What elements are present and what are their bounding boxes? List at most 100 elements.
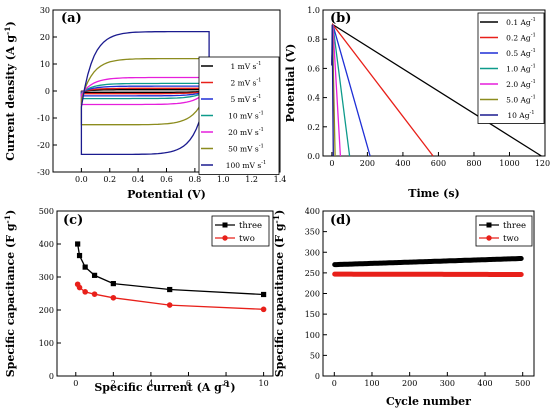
plot-frame bbox=[322, 9, 546, 157]
x-tick-label: 800 bbox=[466, 159, 481, 168]
legend-marker bbox=[486, 235, 492, 241]
y-tick-label: 200 bbox=[39, 306, 54, 315]
legend-label: 0.1 Ag-1 bbox=[506, 17, 536, 27]
cv-curve bbox=[80, 85, 210, 97]
y-tick-label: 150 bbox=[305, 310, 320, 319]
y-tick-label: -20 bbox=[37, 141, 50, 150]
x-tick-label: 4 bbox=[148, 379, 153, 388]
x-tick-label: 0 bbox=[329, 159, 334, 168]
panel-tag: (d) bbox=[330, 213, 351, 228]
y-axis-label: Specific capacitance (F g-1) bbox=[3, 210, 17, 378]
x-tick-label: 10 bbox=[259, 379, 269, 388]
data-point bbox=[82, 264, 88, 270]
legend-label: 5.0 Ag-1 bbox=[506, 95, 536, 105]
y-tick-label: 300 bbox=[39, 273, 54, 282]
data-point bbox=[75, 241, 81, 247]
panel-tag: (b) bbox=[330, 11, 351, 26]
x-tick-label: 0 bbox=[332, 379, 337, 388]
x-tick-label: 1000 bbox=[499, 159, 519, 168]
legend-label: 100 mV s-1 bbox=[226, 160, 267, 170]
y-tick-label: -10 bbox=[37, 114, 50, 123]
panel-tag: (a) bbox=[61, 11, 82, 26]
x-tick-label: 200 bbox=[402, 379, 417, 388]
cv-curve bbox=[80, 76, 210, 106]
y-tick-label: -30 bbox=[37, 168, 50, 177]
x-tick-label: 0.6 bbox=[160, 175, 173, 184]
legend-label: 20 mV s-1 bbox=[228, 127, 264, 137]
x-tick-label: 0.0 bbox=[75, 175, 88, 184]
legend-box bbox=[475, 215, 533, 247]
x-axis-label: Cycle number bbox=[386, 395, 471, 408]
y-tick-label: 20 bbox=[40, 33, 50, 42]
y-tick-label: 200 bbox=[305, 290, 320, 299]
y-tick-label: 250 bbox=[305, 269, 320, 278]
y-tick-label: 1.0 bbox=[307, 6, 320, 15]
x-tick-label: 400 bbox=[477, 379, 492, 388]
x-tick-label: 300 bbox=[440, 379, 455, 388]
legend-label: three bbox=[503, 221, 526, 231]
legend-label: 0.5 Ag-1 bbox=[506, 48, 536, 58]
data-point bbox=[91, 272, 98, 278]
y-tick-label: 400 bbox=[305, 207, 320, 216]
y-tick-label: 10 bbox=[40, 60, 50, 69]
legend-label: two bbox=[503, 234, 519, 244]
x-tick-label: 8 bbox=[223, 379, 228, 388]
x-axis-label: Time (s) bbox=[408, 187, 459, 200]
x-tick-label: 200 bbox=[360, 159, 375, 168]
plot-frame bbox=[56, 210, 274, 377]
y-tick-label: 0.6 bbox=[307, 64, 320, 73]
x-tick-label: 0.4 bbox=[132, 175, 145, 184]
data-point bbox=[261, 291, 267, 298]
y-tick-label: 0.8 bbox=[307, 35, 320, 44]
x-tick-label: 6 bbox=[186, 379, 191, 388]
legend-label: 10 Ag-1 bbox=[507, 110, 534, 120]
legend-label: 10 mV s-1 bbox=[228, 111, 264, 121]
y-tick-label: 50 bbox=[310, 351, 320, 360]
legend-marker bbox=[222, 222, 228, 228]
y-tick-label: 0 bbox=[45, 87, 50, 96]
data-point bbox=[260, 306, 267, 313]
x-axis-label: Potential (V) bbox=[127, 188, 206, 201]
x-tick-label: 500 bbox=[515, 379, 530, 388]
x-tick-label: 400 bbox=[395, 159, 410, 168]
data-point bbox=[82, 289, 88, 295]
y-tick-label: 100 bbox=[305, 331, 320, 340]
legend-label: 1 mV s-1 bbox=[230, 61, 261, 71]
x-tick-label: 100 bbox=[364, 379, 379, 388]
x-tick-label: 0.8 bbox=[189, 175, 202, 184]
y-tick-label: 350 bbox=[305, 228, 320, 237]
y-tick-label: 30 bbox=[40, 6, 50, 15]
legend-label: three bbox=[239, 221, 262, 231]
panel-3: 0 100 200 300 400 500 0 50 100 150 200 250 300 350 400… bbox=[272, 207, 535, 408]
panel-0: 0.0 0.2 0.4 0.6 0.8 1.0 1.2 1.4 -30 -20 -10 0 10 20 30… bbox=[3, 6, 286, 201]
legend-label: 2.0 Ag-1 bbox=[506, 79, 536, 89]
cv-curve bbox=[80, 89, 210, 93]
y-axis-label: Potential (V) bbox=[284, 44, 297, 123]
series-band bbox=[332, 256, 524, 268]
x-tick-label: 0.2 bbox=[103, 175, 116, 184]
x-tick-label: 0 bbox=[73, 379, 78, 388]
data-point bbox=[76, 252, 83, 259]
x-tick-label: 1.4 bbox=[274, 175, 287, 184]
y-tick-label: 100 bbox=[39, 339, 54, 348]
x-axis-label: Specific current (A g-1) bbox=[94, 380, 235, 394]
y-tick-label: 0.0 bbox=[307, 152, 320, 161]
gcd-curve bbox=[331, 24, 334, 157]
data-point bbox=[167, 286, 173, 293]
legend-marker bbox=[222, 235, 228, 241]
legend-marker bbox=[486, 222, 492, 228]
legend-box bbox=[211, 215, 270, 247]
y-tick-label: 300 bbox=[305, 248, 320, 257]
panel-tag: (c) bbox=[63, 213, 83, 228]
legend-label: 0.2 Ag-1 bbox=[506, 33, 536, 43]
series-line bbox=[77, 243, 264, 296]
y-axis-label: Specific capacitance (F g-1) bbox=[272, 210, 286, 378]
data-point bbox=[166, 302, 173, 308]
legend-label: 50 mV s-1 bbox=[228, 144, 264, 154]
legend-label: two bbox=[239, 234, 255, 244]
y-tick-label: 0 bbox=[315, 372, 320, 381]
